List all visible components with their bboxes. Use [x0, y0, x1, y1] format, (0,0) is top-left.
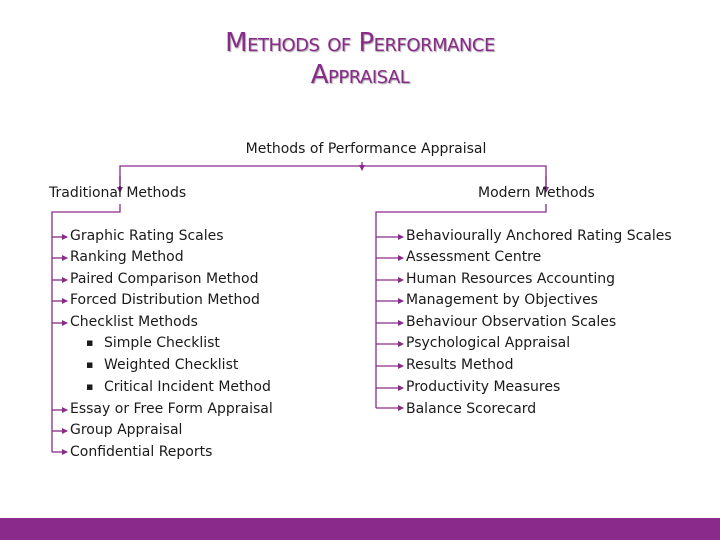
- left-spine: [51, 204, 121, 452]
- checklist-subitem: ▪ Critical Incident Method: [86, 379, 271, 395]
- traditional-methods-label: Traditional Methods: [49, 185, 187, 201]
- checklist-subitem: ▪ Weighted Checklist: [86, 357, 239, 373]
- root-node-label: Methods of Performance Appraisal: [245, 141, 487, 157]
- traditional-item: Checklist Methods: [70, 314, 198, 330]
- traditional-item: Paired Comparison Method: [70, 271, 259, 287]
- left-item-arrows: [52, 234, 68, 455]
- traditional-item: Group Appraisal: [70, 422, 183, 438]
- title-line-2: Appraisal: [310, 59, 410, 90]
- traditional-item: Essay or Free Form Appraisal: [70, 401, 273, 417]
- traditional-item: Confidential Reports: [70, 444, 213, 460]
- modern-item: Productivity Measures: [406, 379, 561, 395]
- right-spine: [375, 204, 547, 408]
- title-line-1: Methods of Performance: [225, 28, 495, 58]
- modern-item: Management by Objectives: [406, 292, 598, 308]
- modern-item: Assessment Centre: [406, 249, 542, 265]
- right-item-arrows: [376, 234, 404, 411]
- traditional-item: Forced Distribution Method: [70, 292, 260, 308]
- square-bullet-icon: ▪: [86, 380, 94, 393]
- slide-title: Methods of Performance Appraisal: [0, 28, 720, 91]
- modern-item: Balance Scorecard: [406, 401, 537, 417]
- modern-item: Behaviour Observation Scales: [406, 314, 617, 330]
- traditional-item: Ranking Method: [70, 249, 184, 265]
- footer-bar: [0, 518, 720, 540]
- modern-item: Human Resources Accounting: [406, 271, 616, 287]
- modern-item: Behaviourally Anchored Rating Scales: [406, 228, 672, 244]
- checklist-subitem: ▪ Simple Checklist: [86, 335, 220, 351]
- modern-item: Psychological Appraisal: [406, 335, 571, 351]
- square-bullet-icon: ▪: [86, 336, 94, 349]
- square-bullet-icon: ▪: [86, 358, 94, 371]
- modern-item: Results Method: [406, 357, 514, 373]
- traditional-item: Graphic Rating Scales: [70, 228, 224, 244]
- modern-methods-label: Modern Methods: [478, 185, 595, 201]
